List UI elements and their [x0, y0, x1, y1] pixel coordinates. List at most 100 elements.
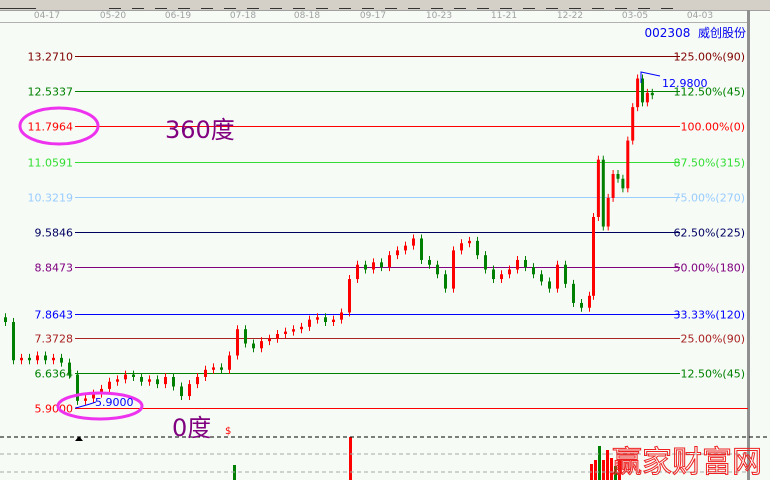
toolbar-button[interactable] — [247, 0, 259, 9]
candle — [616, 174, 620, 179]
candle — [268, 338, 271, 342]
highlight-ellipse-bottom — [56, 391, 144, 421]
toolbar-button[interactable] — [178, 0, 190, 9]
volume-bar — [606, 450, 609, 480]
toolbar-button[interactable] — [431, 0, 443, 9]
candle — [244, 329, 247, 344]
volume-bar — [614, 466, 617, 480]
candle — [196, 376, 199, 385]
cursor-marker-icon — [75, 436, 83, 441]
toolbar-button[interactable] — [362, 0, 374, 9]
toolbar-button[interactable] — [592, 0, 604, 9]
toolbar-button[interactable] — [454, 0, 466, 9]
candle — [396, 250, 399, 256]
candle — [556, 264, 559, 289]
toolbar-button[interactable] — [615, 0, 627, 9]
toolbar-button[interactable] — [201, 0, 213, 9]
candle — [540, 274, 543, 282]
candle — [380, 262, 383, 268]
toolbar — [0, 0, 770, 11]
fib-level-percent: 12.50%(45) — [680, 368, 745, 381]
toolbar-button[interactable] — [385, 0, 397, 9]
candle — [20, 357, 23, 361]
candle — [601, 159, 605, 227]
toolbar-button[interactable] — [408, 0, 420, 9]
candle — [564, 264, 567, 284]
toolbar-button[interactable] — [293, 0, 305, 9]
candle — [68, 362, 71, 375]
high-price-pointer — [640, 71, 661, 83]
toolbar-button[interactable] — [155, 0, 167, 9]
fib-level-percent: 100.00%(0) — [680, 121, 745, 134]
candle — [412, 238, 415, 246]
fib-level-price: 11.7964 — [28, 121, 74, 134]
candle — [340, 312, 343, 320]
candle — [332, 319, 335, 323]
toolbar-button[interactable] — [339, 0, 351, 9]
high-price-label: 12.9800 — [662, 77, 708, 90]
toolbar-button[interactable] — [523, 0, 535, 9]
date-tick-label: 04-03 — [686, 11, 714, 21]
toolbar-button[interactable] — [638, 0, 650, 9]
toolbar-button[interactable] — [477, 0, 489, 9]
candle — [84, 398, 87, 401]
toolbar-button[interactable] — [132, 0, 144, 9]
volume-bar — [618, 460, 621, 480]
toolbar-button[interactable] — [569, 0, 581, 9]
candle — [621, 178, 625, 189]
toolbar-button[interactable] — [316, 0, 328, 9]
candle — [44, 355, 47, 361]
toolbar-button[interactable] — [109, 0, 121, 9]
candle — [212, 367, 215, 370]
candle — [108, 381, 111, 389]
candle — [484, 255, 487, 270]
candle — [92, 393, 95, 399]
toolbar-button[interactable] — [12, 0, 24, 9]
candle — [650, 92, 654, 96]
candle — [580, 302, 583, 308]
candle — [388, 255, 391, 268]
watermark: 赢家财富网 — [612, 445, 762, 480]
fib-level-price: 7.8643 — [35, 309, 74, 322]
fib-level-price: 13.2710 — [28, 51, 74, 64]
toolbar-button[interactable] — [546, 0, 558, 9]
low-price-pointer — [75, 401, 97, 409]
toolbar-button[interactable] — [661, 0, 673, 9]
candle — [631, 107, 635, 141]
candle — [36, 355, 39, 361]
candle — [452, 250, 455, 289]
panel-divider[interactable] — [747, 10, 750, 480]
toolbar-button[interactable] — [224, 0, 236, 9]
toolbar-button[interactable] — [0, 0, 12, 9]
candle — [60, 357, 63, 363]
candle — [372, 262, 375, 270]
date-tick-label: 05-20 — [99, 11, 127, 21]
fib-level-price: 7.3728 — [35, 333, 74, 346]
low-price-label: 5.9000 — [95, 396, 134, 409]
fib-level-percent: 62.50%(225) — [673, 227, 745, 240]
candle — [436, 264, 439, 275]
candle — [252, 343, 255, 349]
candle — [460, 243, 463, 251]
toolbar-button[interactable] — [500, 0, 512, 9]
candle — [76, 374, 79, 401]
highlight-ellipse-top — [18, 106, 100, 146]
volume-bar — [594, 460, 597, 480]
candle — [404, 245, 407, 251]
candle — [4, 317, 7, 323]
candle — [508, 269, 511, 275]
candle — [276, 333, 279, 339]
toolbar-button[interactable] — [270, 0, 282, 9]
candle — [316, 317, 319, 320]
stock-title: 002308 威创股份 — [645, 24, 746, 41]
candle — [476, 240, 479, 256]
candle — [180, 386, 183, 397]
candle — [516, 259, 519, 270]
volume-bar — [598, 446, 601, 480]
toolbar-button[interactable] — [24, 0, 36, 9]
candle — [532, 267, 535, 275]
candle — [308, 319, 311, 327]
candle — [260, 341, 263, 349]
candle — [548, 281, 551, 289]
